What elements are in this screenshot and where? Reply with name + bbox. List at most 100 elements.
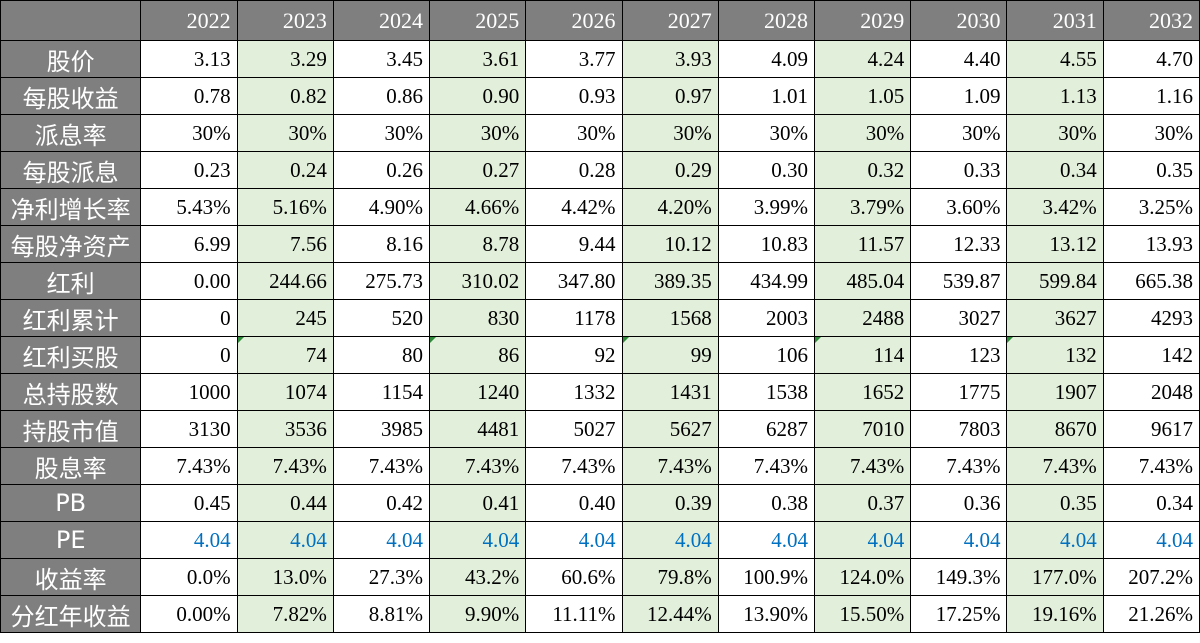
table-cell[interactable]: 0.28 <box>525 151 623 189</box>
table-cell[interactable]: 1000 <box>140 373 238 411</box>
table-cell[interactable]: 0.34 <box>1102 484 1200 522</box>
table-cell[interactable]: 0.44 <box>236 484 334 522</box>
table-cell[interactable]: 3.42% <box>1006 188 1104 226</box>
table-cell[interactable]: 123 <box>910 336 1008 374</box>
table-cell[interactable]: 30% <box>621 114 719 152</box>
table-cell[interactable]: 4.70 <box>1102 40 1200 78</box>
table-cell[interactable]: 310.02 <box>429 262 527 300</box>
table-cell[interactable]: 3130 <box>140 410 238 448</box>
table-cell[interactable]: 30% <box>1006 114 1104 152</box>
table-cell[interactable]: 0.33 <box>910 151 1008 189</box>
table-cell[interactable]: 0.26 <box>332 151 431 189</box>
table-cell[interactable]: 1332 <box>525 373 623 411</box>
table-cell[interactable]: 520 <box>332 299 431 337</box>
table-cell[interactable]: 1.13 <box>1006 77 1104 115</box>
table-cell[interactable]: 3.29 <box>236 40 334 78</box>
table-cell[interactable]: 0.30 <box>717 151 815 189</box>
table-cell[interactable]: 12.44% <box>621 595 719 633</box>
table-cell[interactable]: 86 <box>429 336 527 374</box>
table-cell[interactable]: 275.73 <box>332 262 431 300</box>
table-cell[interactable]: 132 <box>1006 336 1104 374</box>
table-cell[interactable]: 7.56 <box>236 225 334 263</box>
table-cell[interactable]: 5627 <box>621 410 719 448</box>
table-cell[interactable]: 27.3% <box>332 558 431 596</box>
table-cell[interactable]: 0.37 <box>813 484 912 522</box>
table-cell[interactable]: 5.16% <box>236 188 334 226</box>
table-cell[interactable]: 1.09 <box>910 77 1008 115</box>
table-cell[interactable]: 30% <box>140 114 238 152</box>
table-cell[interactable]: 30% <box>236 114 334 152</box>
table-cell[interactable]: 2488 <box>813 299 912 337</box>
table-cell[interactable]: 30% <box>332 114 431 152</box>
table-cell[interactable]: 7.43% <box>1006 447 1104 485</box>
table-cell[interactable]: 30% <box>717 114 815 152</box>
table-cell[interactable]: 13.0% <box>236 558 334 596</box>
table-cell[interactable]: 7.43% <box>621 447 719 485</box>
table-cell[interactable]: 79.8% <box>621 558 719 596</box>
table-cell[interactable]: 0.00% <box>140 595 238 633</box>
table-cell[interactable]: 15.50% <box>813 595 912 633</box>
table-cell[interactable]: 0.82 <box>236 77 334 115</box>
table-cell[interactable]: 1.16 <box>1102 77 1200 115</box>
table-cell[interactable]: 6287 <box>717 410 815 448</box>
table-cell[interactable]: 347.80 <box>525 262 623 300</box>
table-cell[interactable]: 0.86 <box>332 77 431 115</box>
table-cell[interactable]: 7803 <box>910 410 1008 448</box>
table-cell[interactable]: 0.34 <box>1006 151 1104 189</box>
table-cell[interactable]: 19.16% <box>1006 595 1104 633</box>
table-cell[interactable]: 5.43% <box>140 188 238 226</box>
table-cell[interactable]: 3.45 <box>332 40 431 78</box>
table-cell[interactable]: 1178 <box>525 299 623 337</box>
table-cell[interactable]: 389.35 <box>621 262 719 300</box>
table-cell[interactable]: 4.04 <box>140 521 238 559</box>
table-cell[interactable]: 1.01 <box>717 77 815 115</box>
table-cell[interactable]: 8.81% <box>332 595 431 633</box>
table-cell[interactable]: 13.93 <box>1102 225 1200 263</box>
table-cell[interactable]: 30% <box>1102 114 1200 152</box>
table-cell[interactable]: 30% <box>525 114 623 152</box>
table-cell[interactable]: 0.39 <box>621 484 719 522</box>
table-cell[interactable]: 30% <box>910 114 1008 152</box>
table-cell[interactable]: 7010 <box>813 410 912 448</box>
table-cell[interactable]: 7.43% <box>525 447 623 485</box>
table-cell[interactable]: 8.16 <box>332 225 431 263</box>
table-cell[interactable]: 10.83 <box>717 225 815 263</box>
table-cell[interactable]: 4.04 <box>813 521 912 559</box>
table-cell[interactable]: 7.43% <box>332 447 431 485</box>
table-cell[interactable]: 4.04 <box>236 521 334 559</box>
table-cell[interactable]: 0.29 <box>621 151 719 189</box>
table-cell[interactable]: 7.43% <box>429 447 527 485</box>
table-cell[interactable]: 4.04 <box>1102 521 1200 559</box>
table-cell[interactable]: 0.90 <box>429 77 527 115</box>
table-cell[interactable]: 7.43% <box>1102 447 1200 485</box>
table-cell[interactable]: 4.20% <box>621 188 719 226</box>
table-cell[interactable]: 4.66% <box>429 188 527 226</box>
table-cell[interactable]: 0.41 <box>429 484 527 522</box>
table-cell[interactable]: 485.04 <box>813 262 912 300</box>
table-cell[interactable]: 11.57 <box>813 225 912 263</box>
table-cell[interactable]: 1907 <box>1006 373 1104 411</box>
table-cell[interactable]: 6.99 <box>140 225 238 263</box>
table-cell[interactable]: 7.82% <box>236 595 334 633</box>
table-cell[interactable]: 5027 <box>525 410 623 448</box>
table-cell[interactable]: 8670 <box>1006 410 1104 448</box>
table-cell[interactable]: 0.32 <box>813 151 912 189</box>
table-cell[interactable]: 4.04 <box>717 521 815 559</box>
table-cell[interactable]: 114 <box>813 336 912 374</box>
table-cell[interactable]: 7.43% <box>910 447 1008 485</box>
table-cell[interactable]: 0.78 <box>140 77 238 115</box>
table-cell[interactable]: 0 <box>140 299 238 337</box>
table-cell[interactable]: 0.93 <box>525 77 623 115</box>
table-cell[interactable]: 3.13 <box>140 40 238 78</box>
table-cell[interactable]: 3.99% <box>717 188 815 226</box>
table-cell[interactable]: 13.12 <box>1006 225 1104 263</box>
table-cell[interactable]: 0.27 <box>429 151 527 189</box>
table-cell[interactable]: 0 <box>140 336 238 374</box>
table-cell[interactable]: 10.12 <box>621 225 719 263</box>
table-cell[interactable]: 4.04 <box>525 521 623 559</box>
table-cell[interactable]: 539.87 <box>910 262 1008 300</box>
table-cell[interactable]: 3985 <box>332 410 431 448</box>
table-cell[interactable]: 1431 <box>621 373 719 411</box>
table-cell[interactable]: 207.2% <box>1102 558 1200 596</box>
table-cell[interactable]: 8.78 <box>429 225 527 263</box>
